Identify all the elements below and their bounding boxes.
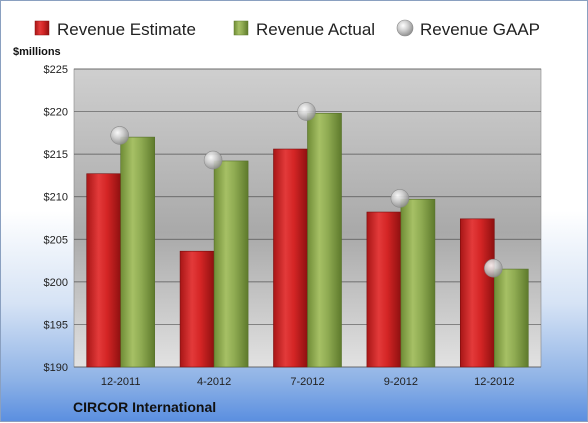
y-tick-label: $205 xyxy=(44,234,68,246)
gaap-marker xyxy=(203,150,223,170)
bar-revenue-estimate xyxy=(366,211,402,368)
bar-revenue-actual xyxy=(493,268,529,368)
bar-revenue-actual xyxy=(400,198,436,368)
legend-label-actual: Revenue Actual xyxy=(256,20,375,39)
legend-item-actual: Revenue Actual xyxy=(233,20,375,39)
bars xyxy=(86,112,529,368)
x-tick-label: 9-2012 xyxy=(384,376,418,388)
unit-label: $millions xyxy=(13,46,61,58)
x-tick-label: 7-2012 xyxy=(290,376,324,388)
company-name: CIRCOR International xyxy=(73,399,216,415)
y-tick-label: $215 xyxy=(44,149,68,161)
bar-revenue-estimate xyxy=(179,250,215,368)
legend-swatch-estimate xyxy=(34,20,50,36)
gaap-marker xyxy=(390,189,410,208)
gaap-marker xyxy=(483,258,503,278)
y-tick-label: $220 xyxy=(44,107,68,119)
y-tick-label: $225 xyxy=(44,64,68,76)
x-tick-label: 12-2011 xyxy=(101,376,141,388)
legend-item-estimate: Revenue Estimate xyxy=(34,20,196,39)
legend-swatch-actual xyxy=(233,20,249,36)
gaap-markers xyxy=(110,102,503,278)
y-tick-label: $195 xyxy=(44,319,68,331)
bar-revenue-estimate xyxy=(86,173,121,368)
x-tick-label: 4-2012 xyxy=(197,376,231,388)
y-axis-ticks: $190 $195 $200 $205 $210 $215 $220 $225 xyxy=(44,64,68,374)
legend-label-estimate: Revenue Estimate xyxy=(57,20,196,39)
y-tick-label: $190 xyxy=(44,362,68,374)
bar-revenue-estimate xyxy=(459,218,495,368)
legend: Revenue Estimate Revenue Actual Revenue … xyxy=(34,19,540,39)
gaap-marker xyxy=(110,126,129,145)
bar-revenue-estimate xyxy=(273,148,308,368)
bar-revenue-actual xyxy=(120,136,155,368)
gaap-marker xyxy=(297,102,316,121)
bar-revenue-actual xyxy=(307,112,342,368)
legend-label-gaap: Revenue GAAP xyxy=(420,20,540,39)
legend-item-gaap: Revenue GAAP xyxy=(396,19,540,39)
bar-revenue-actual xyxy=(213,160,249,368)
x-tick-label: 12-2012 xyxy=(474,376,514,388)
legend-marker-gaap xyxy=(396,19,414,37)
x-axis-ticks: 12-2011 4-2012 7-2012 9-2012 12-2012 xyxy=(101,376,515,388)
y-tick-label: $210 xyxy=(44,192,68,204)
y-tick-label: $200 xyxy=(44,277,68,289)
